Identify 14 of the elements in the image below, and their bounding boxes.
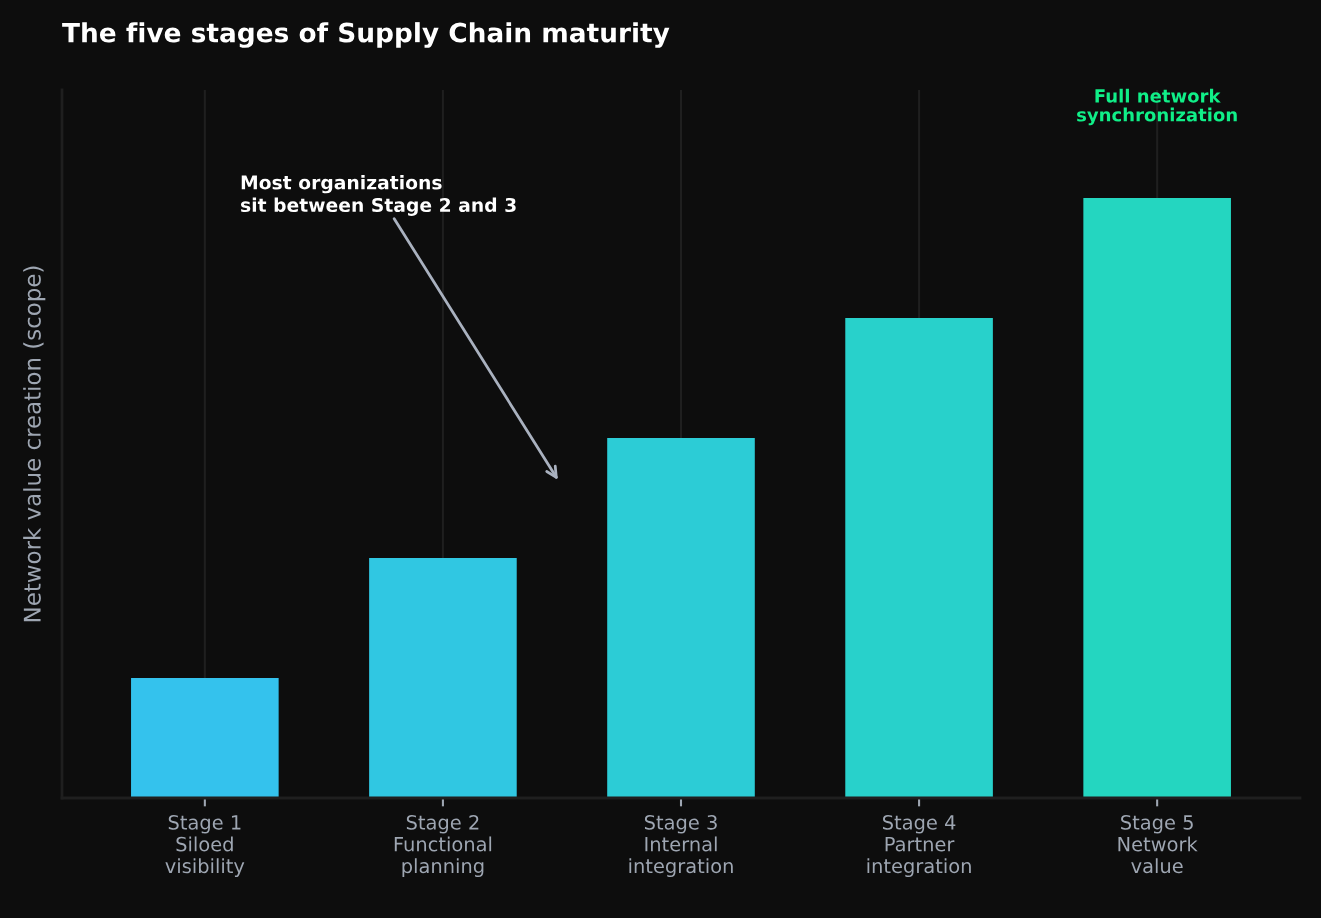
annotation: Most organizations sit between Stage 2 and 3	[240, 175, 516, 216]
bar	[369, 558, 517, 798]
x-tick-label: Stage 1 Siloed visibility	[165, 815, 245, 878]
x-tick-label: Stage 4 Partner integration	[867, 815, 971, 878]
x-tick-label: Stage 5 Network value	[1118, 815, 1198, 874]
bar	[607, 438, 755, 798]
x-tick-label: Stage 3 Internal integration	[629, 815, 733, 878]
bar	[131, 678, 279, 798]
text: Full network synchronization	[1077, 88, 1237, 126]
bar	[1083, 198, 1231, 798]
chart-title: The five stages of Supply Chain maturity	[62, 22, 670, 48]
y-axis-title: Network value creation (scope)	[23, 266, 46, 622]
x-tick-label: Stage 2 Functional planning	[394, 815, 492, 878]
bar	[845, 318, 993, 798]
